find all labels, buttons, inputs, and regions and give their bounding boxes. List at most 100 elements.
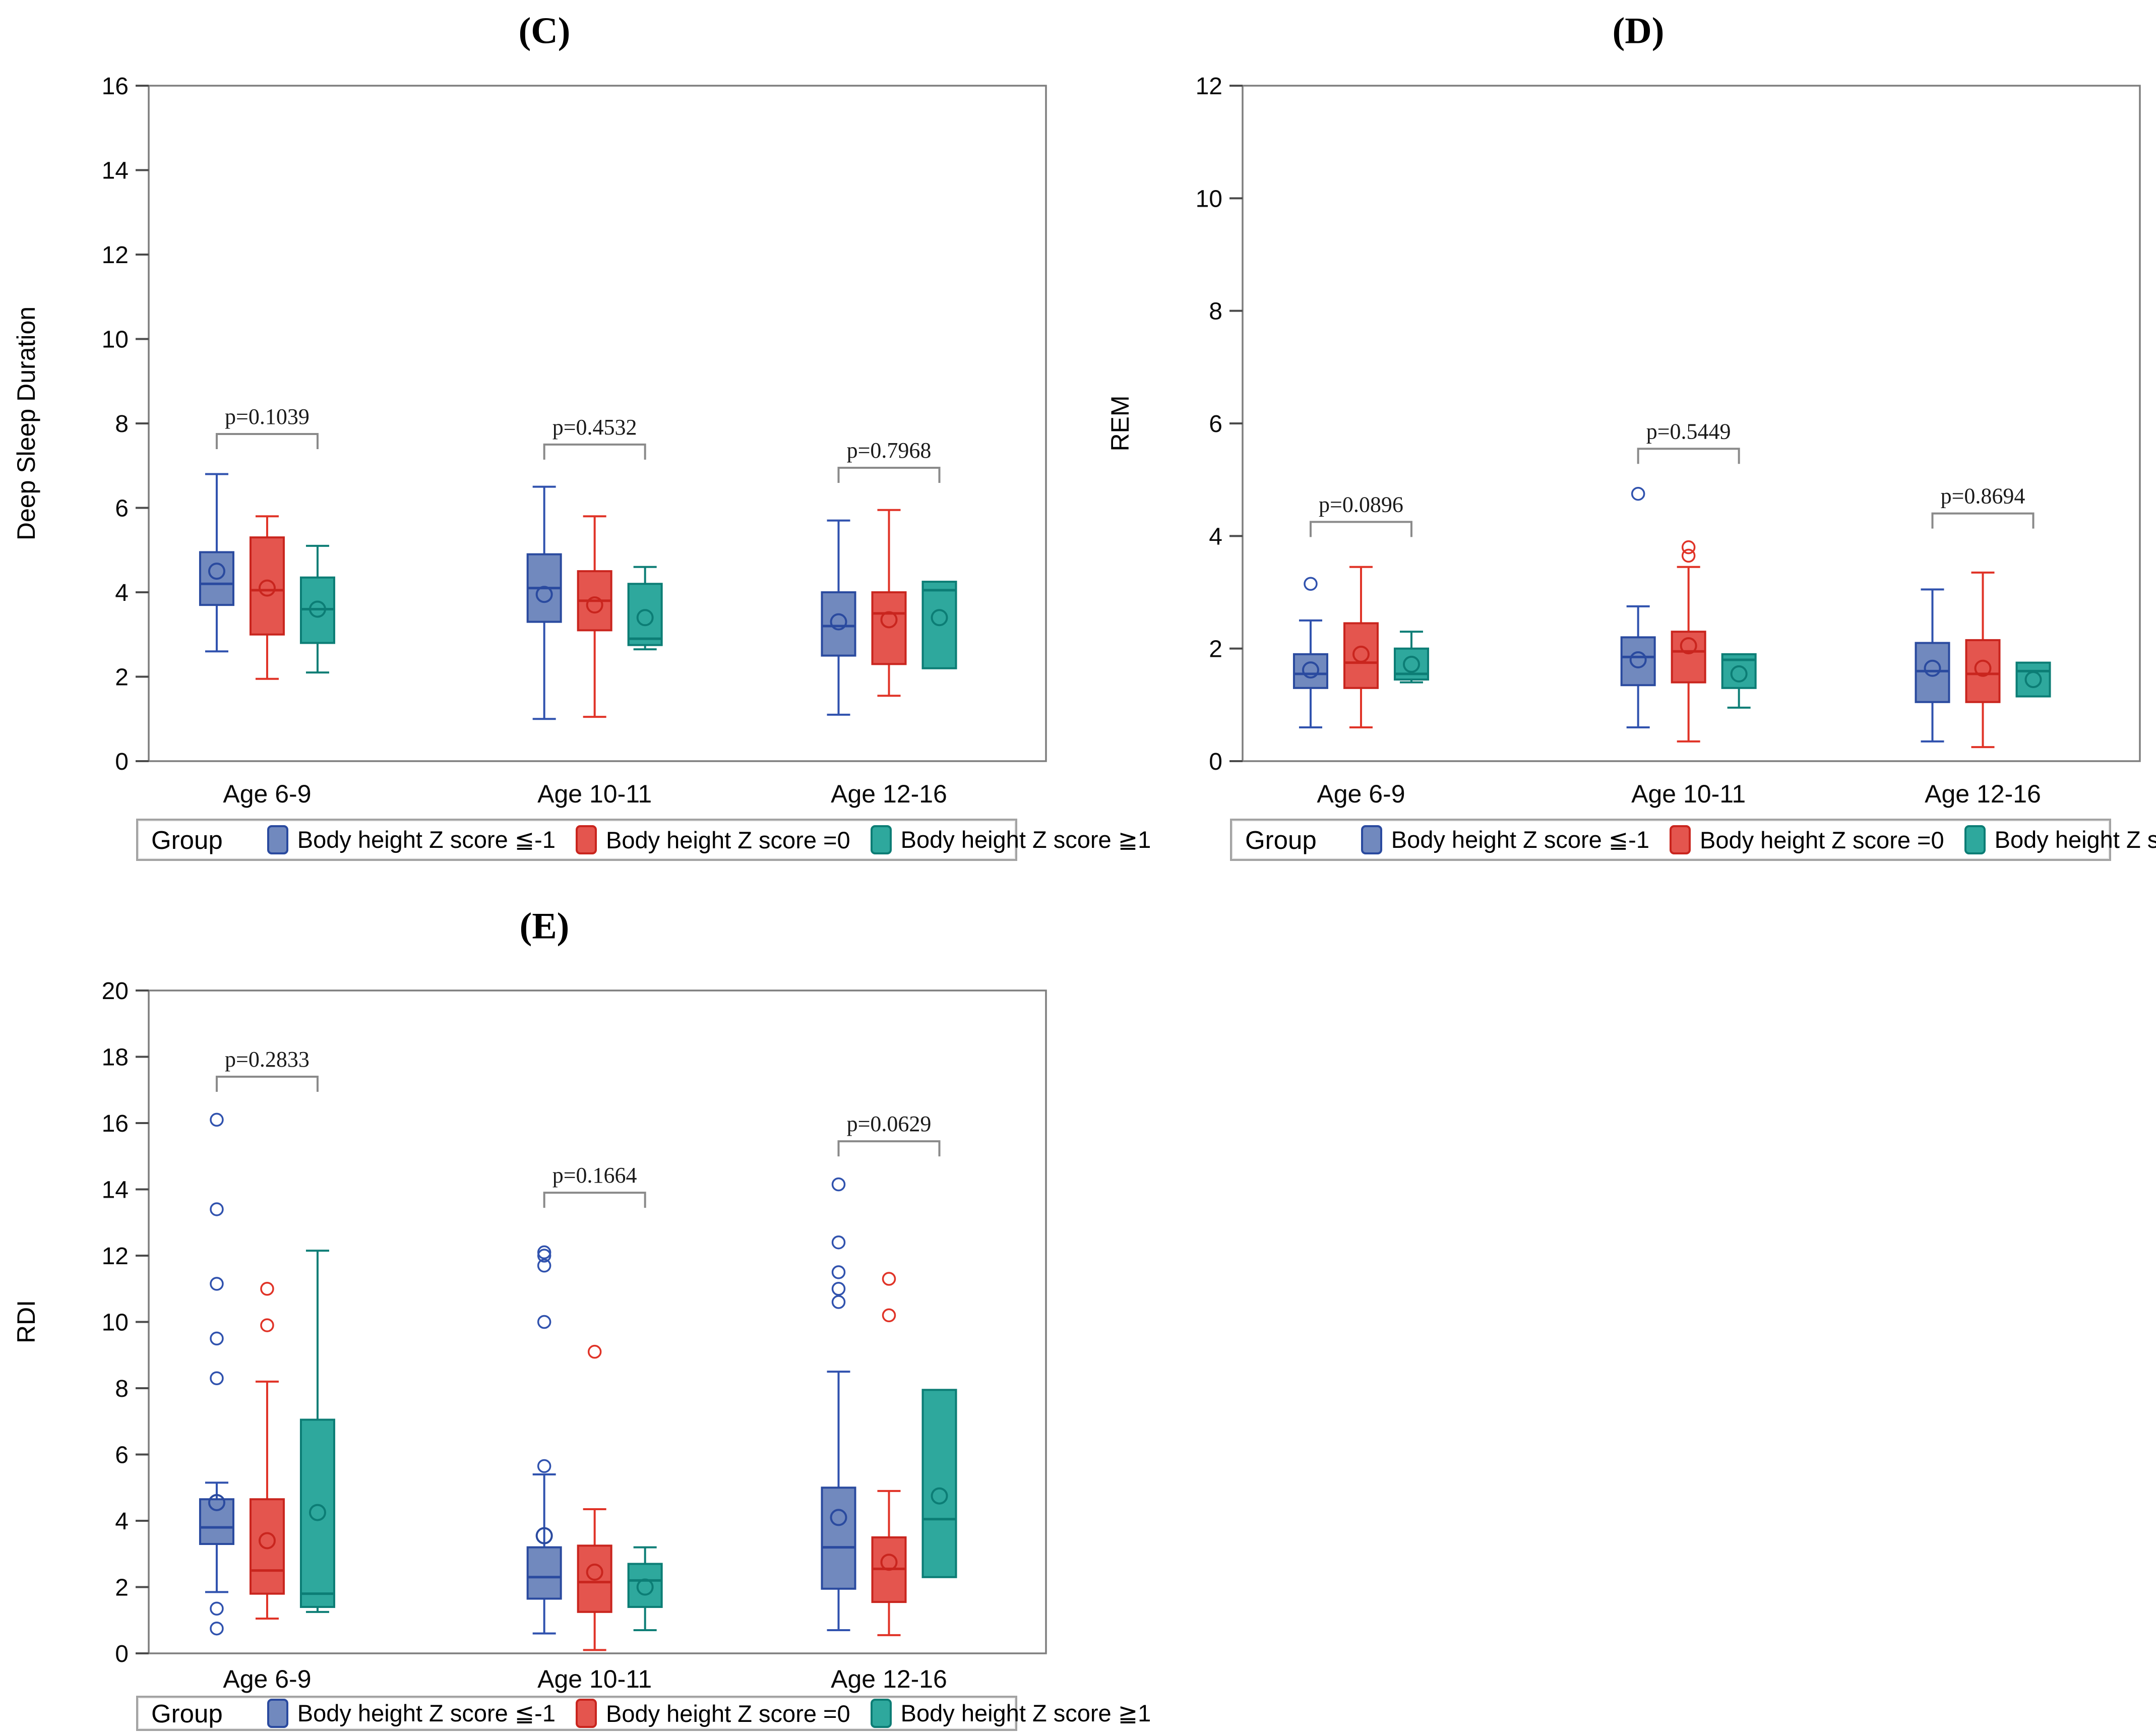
outlier-point xyxy=(210,1112,224,1127)
p-value-label: p=0.4532 xyxy=(552,415,637,440)
box-plot-series-0 xyxy=(821,519,856,716)
box-plot-series-1 xyxy=(1965,571,2001,749)
legend-item-z-eq-0: Body height Z score =0 xyxy=(1669,825,1944,854)
legend-item-z-ge-1: Body height Z score ≧1 xyxy=(870,825,1151,854)
box-plot-series-0 xyxy=(1620,486,1656,728)
legend-swatch-blue-icon xyxy=(1361,825,1382,854)
x-category-label: Age 6-9 xyxy=(223,780,311,808)
y-tick-label: 6 xyxy=(1209,411,1222,438)
mean-marker-icon xyxy=(1302,661,1319,679)
p-value-bracket: p=0.1039 xyxy=(215,404,319,449)
y-tick-label: 18 xyxy=(102,1044,129,1071)
legend-item-z-le-1: Body height Z score ≦-1 xyxy=(267,825,556,854)
y-tick-label: 10 xyxy=(102,327,129,353)
mean-marker-icon xyxy=(880,1554,898,1571)
mean-marker-icon xyxy=(636,1578,654,1596)
outlier-point xyxy=(882,1272,896,1286)
iqr-box xyxy=(2015,661,2051,698)
mean-marker-icon xyxy=(1730,665,1748,683)
y-tick-label: 6 xyxy=(115,496,129,522)
x-category-label: Age 6-9 xyxy=(1317,780,1405,808)
box-plot-series-1 xyxy=(871,1272,907,1636)
p-value-label: p=0.2833 xyxy=(225,1047,310,1072)
iqr-box xyxy=(1965,639,2001,703)
mean-marker-icon xyxy=(636,609,654,627)
outlier-point xyxy=(210,1371,224,1386)
outlier-point xyxy=(537,1459,551,1473)
y-axis-ticks: 0 2 4 6 8 10 12 14 16 18 20 xyxy=(102,978,149,1667)
box-plot-series-2 xyxy=(627,1546,663,1631)
mean-marker-icon xyxy=(258,579,276,597)
iqr-box xyxy=(1292,653,1328,689)
x-category-label: Age 12-16 xyxy=(831,1665,947,1693)
p-value-bracket: p=0.5449 xyxy=(1637,419,1740,464)
iqr-box xyxy=(821,1487,856,1590)
y-tick-label: 2 xyxy=(115,664,129,691)
mean-marker-icon xyxy=(830,1509,847,1526)
box-plot-series-0 xyxy=(526,485,562,720)
legend-title: Group xyxy=(151,1699,223,1728)
y-tick-label: 10 xyxy=(1196,185,1222,212)
mean-marker-icon xyxy=(1629,651,1647,668)
panel-d-y-axis-label: REM xyxy=(1106,395,1134,452)
p-value-bracket: p=0.2833 xyxy=(215,1047,319,1092)
y-axis-ticks: 0 2 4 6 8 10 12 xyxy=(1196,73,1243,775)
iqr-box xyxy=(1343,622,1379,689)
x-category-label: Age 12-16 xyxy=(831,780,947,808)
mean-marker-icon xyxy=(208,1494,225,1511)
iqr-box xyxy=(249,1498,285,1595)
y-tick-label: 2 xyxy=(115,1575,129,1601)
y-axis-ticks: 0 2 4 6 8 10 12 14 16 xyxy=(102,73,149,775)
y-tick-label: 8 xyxy=(115,1376,129,1402)
legend-item-z-le-1: Body height Z score ≦-1 xyxy=(1361,825,1649,854)
y-tick-label: 4 xyxy=(115,1508,129,1535)
p-value-label: p=0.1664 xyxy=(552,1163,637,1188)
iqr-box xyxy=(1620,636,1656,687)
box-plot-series-2 xyxy=(627,566,663,651)
mean-marker-icon xyxy=(586,1563,603,1581)
box-plot-series-1 xyxy=(577,1344,612,1651)
box-plot-series-0 xyxy=(199,473,234,653)
iqr-box xyxy=(249,536,285,636)
box-plot-series-1 xyxy=(249,515,285,680)
iqr-box xyxy=(526,1546,562,1600)
y-tick-label: 12 xyxy=(102,242,129,269)
box-plot-series-1 xyxy=(871,509,907,697)
plot-area-d: 0 2 4 6 8 10 12 Age 6-9 p=0.0896 Age 10-11 p=0.544… xyxy=(1196,73,2141,808)
mean-marker-icon xyxy=(830,613,847,631)
legend-swatch-red-icon xyxy=(1669,825,1691,854)
box-plot-series-1 xyxy=(1671,540,1706,742)
outlier-point xyxy=(537,1249,551,1263)
mean-marker-icon xyxy=(1974,659,1992,677)
legend-swatch-blue-icon xyxy=(267,1699,288,1728)
box-plot-series-1 xyxy=(577,515,612,718)
legend-title: Group xyxy=(1245,825,1317,854)
p-value-bracket: p=0.0629 xyxy=(837,1111,941,1157)
y-tick-label: 20 xyxy=(102,978,129,1005)
outlier-point xyxy=(260,1318,274,1332)
box-plot-series-2 xyxy=(921,1389,957,1578)
y-tick-label: 4 xyxy=(115,580,129,606)
x-category-label: Age 10-11 xyxy=(537,780,652,808)
outlier-point xyxy=(1681,540,1696,554)
box-plot-series-2 xyxy=(299,544,335,674)
mean-marker-icon xyxy=(1924,659,1941,677)
box-plot-series-0 xyxy=(526,1245,562,1635)
iqr-box xyxy=(871,591,907,665)
mean-marker-icon xyxy=(208,563,225,580)
iqr-box xyxy=(299,1418,335,1608)
box-plot-series-1 xyxy=(249,1282,285,1620)
y-tick-label: 10 xyxy=(102,1310,129,1336)
panel-c-y-axis-label: Deep Sleep Duration xyxy=(12,306,40,541)
p-value-label: p=0.5449 xyxy=(1646,419,1731,444)
legend-swatch-teal-icon xyxy=(870,825,892,854)
legend-panel-c: Group Body height Z score ≦-1 Body heigh… xyxy=(136,819,1151,861)
outlier-point xyxy=(210,1202,224,1216)
x-category-label: Age 10-11 xyxy=(537,1665,652,1693)
mean-marker-icon xyxy=(931,609,948,627)
panel-e-y-axis-label: RDI xyxy=(12,1299,40,1344)
box-plot-series-1 xyxy=(1343,566,1379,728)
y-tick-label: 0 xyxy=(1209,749,1222,775)
outlier-point xyxy=(831,1177,846,1192)
outlier-point xyxy=(537,1258,551,1273)
